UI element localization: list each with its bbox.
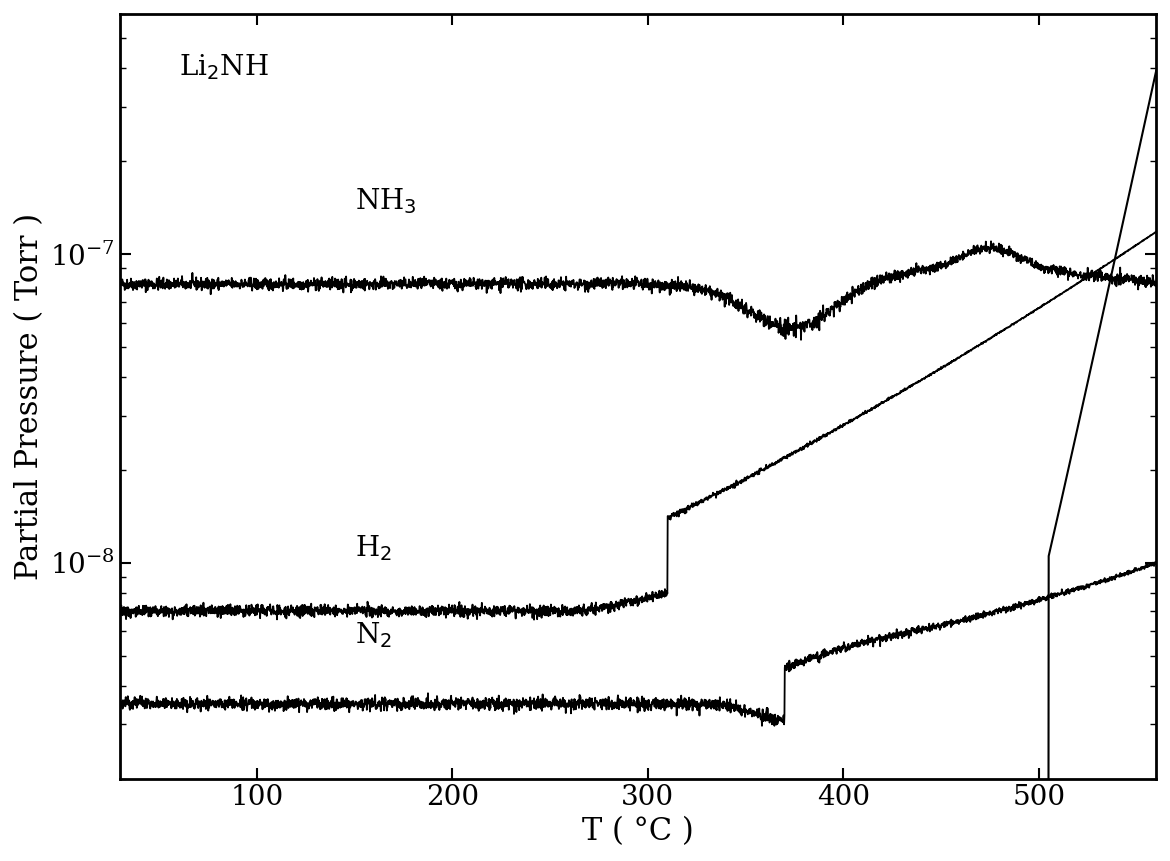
Text: NH$_3$: NH$_3$ (355, 186, 417, 216)
Y-axis label: Partial Pressure ( Torr ): Partial Pressure ( Torr ) (14, 213, 44, 579)
Text: Li$_2$NH: Li$_2$NH (179, 53, 268, 82)
Text: N$_2$: N$_2$ (355, 620, 392, 650)
X-axis label: T ( °C ): T ( °C ) (583, 816, 694, 847)
Text: H$_2$: H$_2$ (355, 533, 392, 563)
